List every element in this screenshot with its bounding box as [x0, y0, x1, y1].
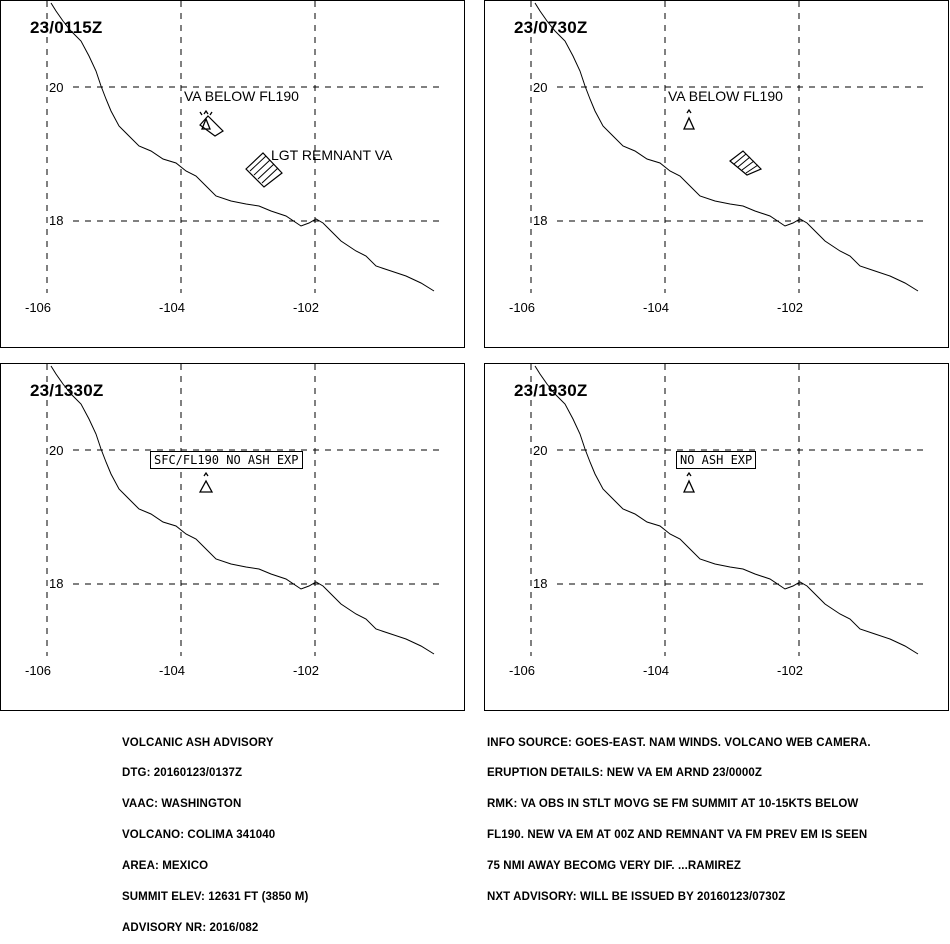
info-line: 75 NMI AWAY BECOMG VERY DIF. ...RAMIREZ: [487, 860, 741, 873]
lat-label-18: 18: [533, 576, 548, 591]
lon-label-104: -104: [643, 663, 670, 678]
advisory-line: DTG: 20160123/0137Z: [122, 767, 243, 780]
advisory-header: VOLCANIC ASH ADVISORY DTG: 20160123/0137…: [122, 717, 308, 944]
map-canvas: [530, 1, 925, 293]
info-line: RMK: VA OBS IN STLT MOVG SE FM SUMMIT AT…: [487, 798, 859, 811]
panel-time: 23/0115Z: [30, 18, 103, 37]
info-line: INFO SOURCE: GOES-EAST. NAM WINDS. VOLCA…: [487, 736, 871, 749]
map-panel-2: 23/0730Z 20 18 -106 -104 -102 VA BELOW F…: [484, 0, 949, 348]
map-canvas: [46, 1, 441, 293]
lon-label-104: -104: [159, 300, 186, 315]
no-ash-box: SFC/FL190 NO ASH EXP: [150, 451, 303, 469]
coastline: [534, 2, 919, 292]
ash-polygon-near: [199, 115, 224, 137]
lat-label-20: 20: [533, 443, 548, 458]
coastline: [534, 365, 919, 655]
lat-label-20: 20: [49, 443, 64, 458]
panel-time: 23/0730Z: [514, 18, 588, 37]
advisory-line: ADVISORY NR: 2016/082: [122, 921, 259, 934]
panel-time: 23/1330Z: [30, 381, 104, 400]
ash-label-remnant: LGT REMNANT VA: [271, 147, 393, 163]
advisory-line: SUMMIT ELEV: 12631 FT (3850 M): [122, 891, 309, 904]
lon-label-106: -106: [509, 663, 536, 678]
volcano-icon: [198, 471, 214, 493]
map-panel-3: 23/1330Z 20 18 -106 -104 -102 SFC/FL190 …: [0, 363, 465, 711]
lon-label-106: -106: [25, 663, 52, 678]
lon-label-102: -102: [777, 300, 804, 315]
lon-label-106: -106: [25, 300, 52, 315]
lat-label-18: 18: [533, 213, 548, 228]
info-line: FL190. NEW VA EM AT 00Z AND REMNANT VA F…: [487, 829, 868, 842]
lon-label-104: -104: [643, 300, 670, 315]
lon-label-104: -104: [159, 663, 186, 678]
map-canvas: [530, 364, 925, 656]
lat-label-20: 20: [49, 80, 64, 95]
advisory-line: VOLCANO: COLIMA 341040: [122, 829, 276, 842]
volcano-icon: [682, 471, 696, 493]
panel-time: 23/1930Z: [514, 381, 588, 400]
map-panel-4: 23/1930Z 20 18 -106 -104 -102 NO ASH EXP: [484, 363, 949, 711]
info-line: NXT ADVISORY: WILL BE ISSUED BY 20160123…: [487, 891, 786, 904]
lat-label-20: 20: [533, 80, 548, 95]
advisory-line: VAAC: WASHINGTON: [122, 798, 242, 811]
lat-label-18: 18: [49, 576, 64, 591]
lon-label-102: -102: [293, 663, 320, 678]
lon-label-102: -102: [777, 663, 804, 678]
ash-polygon-remnant: [245, 152, 283, 188]
no-ash-box: NO ASH EXP: [676, 451, 757, 469]
ash-label-below: VA BELOW FL190: [668, 88, 783, 104]
lon-label-102: -102: [293, 300, 320, 315]
advisory-line: VOLCANIC ASH ADVISORY: [122, 736, 274, 749]
volcano-icon: [682, 108, 696, 130]
ash-label-below: VA BELOW FL190: [184, 88, 299, 104]
ash-polygon-remnant: [729, 150, 763, 176]
advisory-line: AREA: MEXICO: [122, 860, 209, 873]
map-canvas: [46, 364, 441, 656]
coastline: [50, 365, 435, 655]
info-line: ERUPTION DETAILS: NEW VA EM ARND 23/0000…: [487, 767, 763, 780]
advisory-info: INFO SOURCE: GOES-EAST. NAM WINDS. VOLCA…: [487, 717, 871, 913]
lat-label-18: 18: [49, 213, 64, 228]
coastline: [50, 2, 435, 292]
map-panel-1: 23/0115Z 20 18 -106 -104 -102 VA BELOW F…: [0, 0, 465, 348]
lon-label-106: -106: [509, 300, 536, 315]
